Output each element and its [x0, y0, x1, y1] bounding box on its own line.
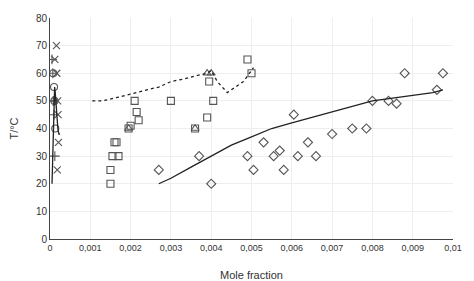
svg-text:0,008: 0,008: [361, 243, 384, 253]
svg-text:0,009: 0,009: [401, 243, 424, 253]
svg-text:0,006: 0,006: [281, 243, 304, 253]
svg-text:80: 80: [36, 13, 48, 24]
svg-text:0,004: 0,004: [200, 243, 223, 253]
svg-text:60: 60: [36, 68, 48, 79]
svg-text:0,005: 0,005: [240, 243, 263, 253]
svg-text:0,007: 0,007: [321, 243, 344, 253]
svg-text:40: 40: [36, 123, 48, 134]
svg-text:Mole fraction: Mole fraction: [220, 269, 283, 281]
svg-text:20: 20: [36, 178, 48, 189]
svg-text:0: 0: [41, 234, 47, 245]
svg-text:T/°C: T/°C: [8, 117, 20, 139]
svg-text:0,003: 0,003: [160, 243, 183, 253]
svg-text:50: 50: [36, 95, 48, 106]
svg-text:30: 30: [36, 151, 48, 162]
svg-text:70: 70: [36, 40, 48, 51]
svg-text:0,002: 0,002: [119, 243, 142, 253]
svg-text:0: 0: [47, 243, 52, 253]
svg-text:0,01: 0,01: [444, 243, 462, 253]
svg-text:10: 10: [36, 206, 48, 217]
svg-text:0,001: 0,001: [79, 243, 102, 253]
